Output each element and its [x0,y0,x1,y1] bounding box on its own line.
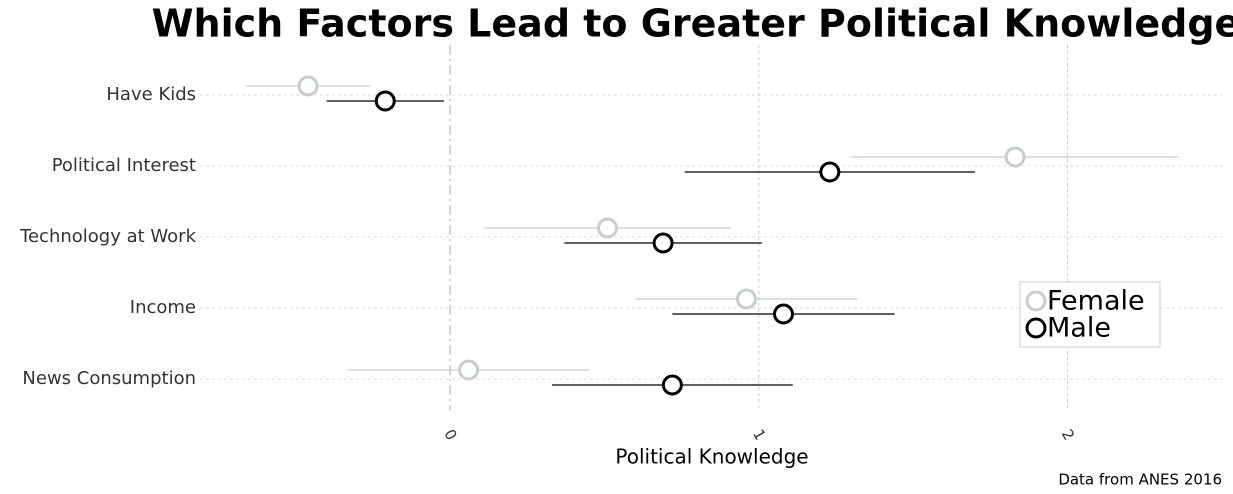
x-tick-label: 0 [440,426,460,443]
dot [819,161,841,183]
y-tick-label: News Consumption [22,368,196,389]
dot [458,359,480,381]
legend-label: Male [1047,313,1111,344]
chart-title: Which Factors Lead to Greater Political … [152,2,1233,46]
legend-marker [1025,317,1047,339]
dot [1004,146,1026,168]
y-tick-label: Income [130,297,196,318]
dot [652,232,674,254]
x-tick-label: 2 [1058,426,1078,443]
y-tick-label: Have Kids [106,84,196,105]
legend-label: Female [1047,286,1145,317]
dot [297,75,319,97]
x-tick-label: 1 [749,426,769,443]
dot [374,90,396,112]
caption: Data from ANES 2016 [1058,471,1222,489]
dot [661,374,683,396]
dot [735,288,757,310]
dot [773,303,795,325]
dot [597,217,619,239]
y-tick-label: Political Interest [52,155,196,176]
legend-marker [1025,290,1047,312]
y-tick-label: Technology at Work [19,226,197,247]
x-axis-label: Political Knowledge [615,445,808,469]
legend-box [1019,281,1161,348]
